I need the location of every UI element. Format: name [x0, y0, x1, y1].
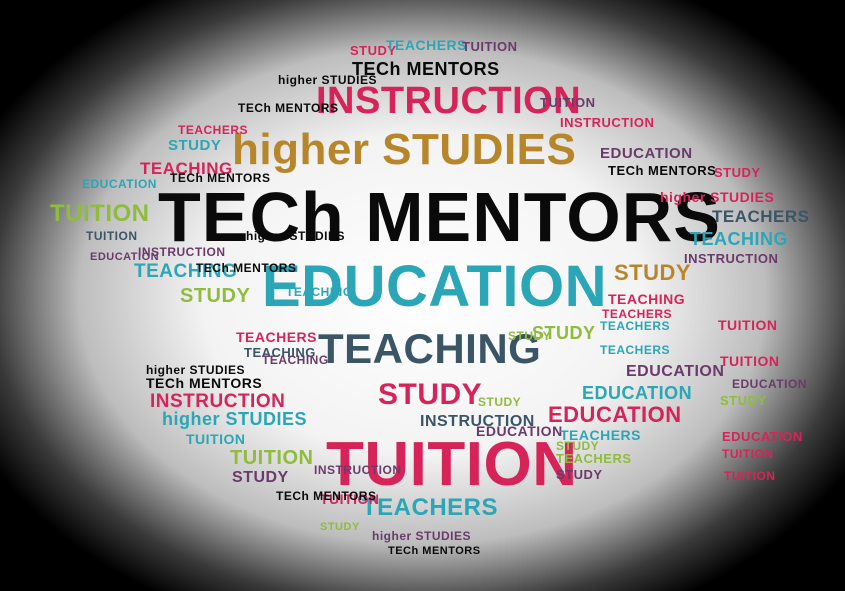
word-small: TEACHING: [134, 261, 238, 282]
word-small: TEACHING: [608, 291, 686, 307]
word-small: TEACHING: [262, 353, 329, 367]
word-small: EDUCATION: [476, 423, 563, 439]
word-small: higher STUDIES: [246, 229, 346, 243]
word-teaching-large: TEACHING: [318, 325, 542, 372]
word-small: STUDY: [614, 260, 692, 285]
word-small: TUITION: [540, 95, 596, 110]
word-small: STUDY: [508, 329, 552, 343]
word-small: TUITION: [724, 469, 776, 483]
word-education-large: EDUCATION: [262, 254, 607, 319]
word-small: EDUCATION: [90, 251, 160, 263]
word-small: TECh MENTORS: [276, 489, 377, 503]
word-small: TEACHERS: [386, 37, 468, 53]
word-small: EDUCATION: [722, 429, 803, 444]
title-tech-mentors: TECh MENTORS: [158, 178, 721, 256]
word-small: STUDY: [478, 395, 522, 409]
word-small: TEACHING: [690, 229, 788, 249]
word-small: INSTRUCTION: [314, 463, 402, 477]
word-small: INSTRUCTION: [138, 245, 226, 259]
word-small: STUDY: [232, 469, 289, 486]
word-small: EDUCATION: [82, 177, 157, 191]
word-small: TEACHERS: [600, 319, 671, 333]
word-small: TEACHERS: [236, 329, 318, 345]
word-small: TUITION: [230, 447, 314, 469]
word-small: TUITION: [722, 447, 774, 461]
word-small: INSTRUCTION: [560, 115, 655, 130]
word-small: EDUCATION: [548, 402, 682, 427]
word-small: TUITION: [50, 200, 150, 227]
word-higher-studies-large: higher STUDIES: [232, 125, 577, 174]
word-small: INSTRUCTION: [150, 391, 286, 412]
word-small: EDUCATION: [732, 377, 807, 391]
word-small: TECh MENTORS: [170, 171, 271, 185]
word-small: TUITION: [86, 229, 138, 243]
word-small: TECh MENTORS: [238, 101, 339, 115]
word-small: EDUCATION: [600, 145, 693, 162]
word-small: STUDY: [714, 165, 761, 180]
word-small: TEACHING: [140, 159, 233, 178]
word-small: TEACHING: [244, 345, 316, 360]
word-small: STUDY: [350, 43, 397, 58]
word-small: EDUCATION: [626, 363, 725, 380]
word-small: STUDY: [168, 137, 222, 154]
word-small: TUITION: [320, 491, 380, 507]
word-small: INSTRUCTION: [420, 413, 535, 430]
word-small: TUITION: [718, 317, 778, 333]
word-small: higher STUDIES: [372, 529, 472, 543]
word-tuition-large: TUITION: [326, 430, 578, 499]
word-small: TUITION: [462, 39, 518, 54]
word-small: TEACHERS: [178, 123, 249, 137]
word-small: higher STUDIES: [162, 409, 308, 429]
word-small: higher STUDIES: [146, 363, 246, 377]
word-small: TEACHING: [286, 285, 353, 299]
word-small: TECh MENTORS: [352, 59, 500, 79]
word-small: STUDY: [180, 285, 251, 307]
word-small: TECh MENTORS: [608, 163, 717, 178]
word-small: TUITION: [186, 431, 246, 447]
word-small: STUDY: [320, 521, 360, 533]
word-small: TEACHERS: [362, 494, 499, 521]
word-small: higher STUDIES: [660, 189, 775, 205]
word-small: STUDY: [720, 393, 767, 408]
word-instruction-large: INSTRUCTION: [316, 80, 582, 122]
word-study-large: STUDY: [378, 378, 483, 411]
word-small: TEACHERS: [556, 451, 632, 466]
word-small: TECh MENTORS: [196, 261, 297, 275]
word-small: TEACHERS: [560, 427, 642, 443]
word-small: higher STUDIES: [278, 73, 378, 87]
word-small: EDUCATION: [582, 383, 693, 403]
word-small: INSTRUCTION: [684, 251, 779, 266]
word-small: TECh MENTORS: [146, 375, 263, 391]
word-small: STUDY: [556, 439, 600, 453]
word-small: STUDY: [556, 467, 603, 482]
word-small: TUITION: [720, 353, 780, 369]
word-small: STUDY: [532, 323, 596, 343]
word-small: TEACHERS: [600, 343, 671, 357]
word-small: TEACHERS: [602, 307, 673, 321]
word-small: TECh MENTORS: [388, 545, 481, 557]
word-small: TEACHERS: [712, 207, 810, 226]
